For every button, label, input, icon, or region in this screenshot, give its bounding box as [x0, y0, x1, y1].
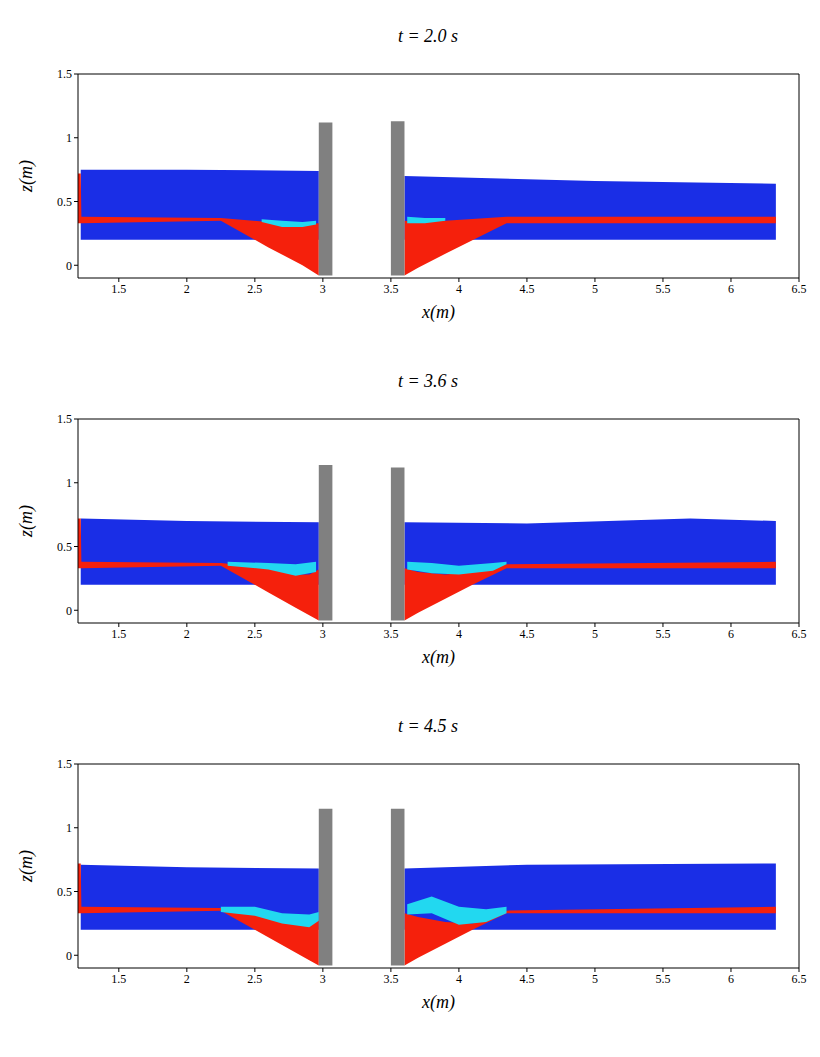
svg-text:1.5: 1.5	[111, 282, 126, 296]
html-text:t = 2.0 s: t = 2.0 s	[397, 26, 459, 46]
html-text:t = 4.5 s: t = 4.5 s	[397, 716, 459, 736]
svg-text:6: 6	[728, 282, 734, 296]
svg-text:0.5: 0.5	[57, 195, 72, 209]
svg-text:3.5: 3.5	[383, 972, 398, 986]
svg-text:1: 1	[66, 131, 72, 145]
svg-text:1: 1	[66, 476, 72, 490]
svg-text:2.5: 2.5	[247, 627, 262, 641]
svg-text:3.5: 3.5	[383, 627, 398, 641]
svg-text:5: 5	[592, 282, 598, 296]
svg-text:4.5: 4.5	[519, 627, 534, 641]
svg-text:3: 3	[320, 627, 326, 641]
svg-text:6: 6	[728, 627, 734, 641]
svg-text:x(m): x(m)	[421, 992, 455, 1013]
svg-text:3: 3	[320, 282, 326, 296]
svg-text:0.5: 0.5	[57, 540, 72, 554]
svg-text:6: 6	[728, 972, 734, 986]
svg-text:2: 2	[184, 282, 190, 296]
svg-text:2.5: 2.5	[247, 972, 262, 986]
svg-text:0.5: 0.5	[57, 885, 72, 899]
svg-text:2: 2	[184, 627, 190, 641]
svg-text:4: 4	[456, 627, 462, 641]
svg-text:x(m): x(m)	[421, 647, 455, 668]
svg-text:5.5: 5.5	[655, 282, 670, 296]
svg-text:z(m): z(m)	[16, 160, 37, 193]
svg-text:6.5: 6.5	[792, 282, 807, 296]
svg-text:0: 0	[66, 604, 72, 618]
svg-text:5.5: 5.5	[655, 627, 670, 641]
svg-text:1.5: 1.5	[57, 757, 72, 771]
svg-text:z(m): z(m)	[16, 850, 37, 883]
svg-text:2.5: 2.5	[247, 282, 262, 296]
svg-text:1.5: 1.5	[111, 627, 126, 641]
svg-text:4: 4	[456, 282, 462, 296]
svg-text:5.5: 5.5	[655, 972, 670, 986]
svg-text:z(m): z(m)	[16, 505, 37, 538]
svg-text:4.5: 4.5	[519, 282, 534, 296]
svg-text:4: 4	[456, 972, 462, 986]
svg-text:1.5: 1.5	[57, 67, 72, 81]
svg-text:1: 1	[66, 821, 72, 835]
svg-text:0: 0	[66, 949, 72, 963]
svg-text:5: 5	[592, 972, 598, 986]
svg-text:3: 3	[320, 972, 326, 986]
svg-text:2: 2	[184, 972, 190, 986]
svg-text:0: 0	[66, 259, 72, 273]
svg-text:6.5: 6.5	[792, 627, 807, 641]
svg-text:1.5: 1.5	[111, 972, 126, 986]
svg-text:x(m): x(m)	[421, 302, 455, 323]
svg-text:5: 5	[592, 627, 598, 641]
html-text:t = 3.6 s: t = 3.6 s	[397, 371, 459, 391]
svg-text:4.5: 4.5	[519, 972, 534, 986]
svg-text:1.5: 1.5	[57, 412, 72, 426]
svg-text:3.5: 3.5	[383, 282, 398, 296]
svg-text:6.5: 6.5	[792, 972, 807, 986]
